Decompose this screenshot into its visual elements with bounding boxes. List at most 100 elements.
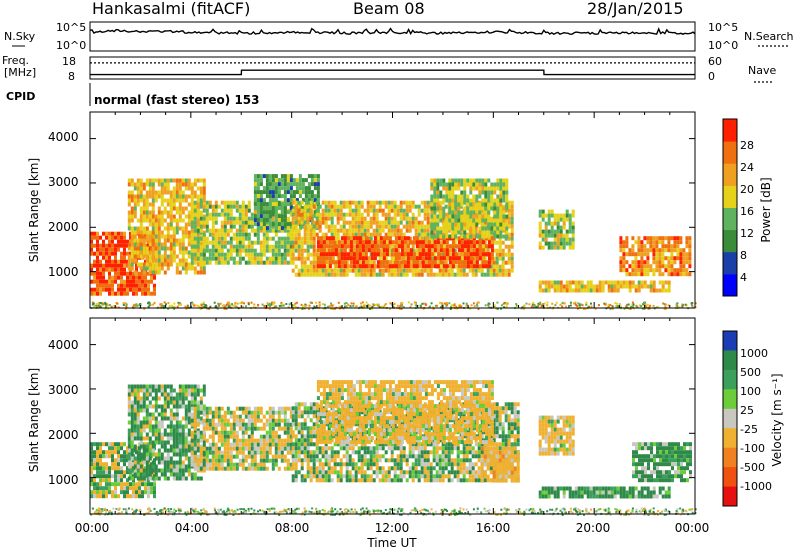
heatmap-cell [151, 198, 155, 203]
heatmap-cell [253, 202, 257, 207]
heatmap-cell [355, 240, 359, 245]
heatmap-cell [542, 303, 545, 306]
heatmap-cell [247, 244, 251, 249]
heatmap-cell [384, 212, 388, 217]
heatmap-cell [559, 241, 563, 246]
heatmap-cell [453, 272, 457, 277]
heatmap-cell [502, 302, 505, 305]
heatmap-cell [99, 494, 102, 499]
heatmap-cell [442, 210, 446, 215]
heatmap-cell [385, 236, 389, 241]
heatmap-cell [367, 256, 371, 261]
heatmap-cell [253, 206, 257, 211]
heatmap-cell [373, 256, 377, 261]
heatmap-cell [114, 442, 117, 447]
power-cb-tick-28: 28 [740, 139, 754, 152]
heatmap-cell [173, 307, 176, 310]
heatmap-cell [108, 490, 111, 495]
heatmap-cell [394, 244, 398, 249]
heatmap-cell [327, 200, 331, 205]
heatmap-cell [318, 216, 322, 221]
heatmap-cell [166, 186, 170, 191]
heatmap-cell [496, 226, 500, 231]
heatmap-cell [484, 230, 488, 235]
heatmap-cell [232, 236, 236, 241]
heatmap-cell [453, 302, 456, 305]
heatmap-cell [117, 482, 120, 487]
heatmap-cell [445, 222, 449, 227]
heatmap-cell [220, 212, 224, 217]
heatmap-cell [405, 272, 409, 277]
heatmap-cell [123, 442, 126, 447]
heatmap-cell [496, 222, 500, 227]
heatmap-cell [475, 194, 479, 199]
heatmap-cell [634, 272, 638, 277]
heatmap-cell [364, 256, 368, 261]
heatmap-cell [277, 222, 281, 227]
heatmap-cell [547, 284, 551, 289]
heatmap-cell [396, 272, 400, 277]
heatmap-cell [406, 256, 410, 261]
heatmap-cell [268, 260, 272, 265]
heatmap-cell [151, 186, 155, 191]
heatmap-cell [196, 204, 200, 209]
heatmap-cell [559, 288, 563, 293]
heatmap-cell [589, 288, 593, 293]
heatmap-cell [193, 250, 197, 255]
heatmap-cell [120, 263, 123, 268]
heatmap-cell [294, 236, 298, 241]
heatmap-cell [640, 268, 644, 273]
heatmap-cell [151, 258, 155, 263]
heatmap-cell [102, 267, 105, 272]
heatmap-cell [414, 232, 418, 237]
heatmap-cell [688, 256, 692, 261]
heatmap-cell [334, 260, 338, 265]
heatmap-cell [463, 206, 467, 211]
heatmap-cell [459, 272, 463, 277]
heatmap-cell [211, 204, 215, 209]
heatmap-cell [445, 304, 448, 307]
heatmap-cell [157, 428, 161, 433]
heatmap-cell [502, 226, 506, 231]
heatmap-cell [300, 268, 304, 273]
heatmap-cell [457, 230, 461, 235]
heatmap-cell [96, 247, 99, 252]
heatmap-cell [154, 178, 158, 183]
heatmap-cell [436, 230, 440, 235]
heatmap-cell [262, 214, 266, 219]
heatmap-cell [667, 288, 671, 293]
heatmap-cell [135, 490, 138, 495]
heatmap-cell [584, 307, 587, 310]
heatmap-cell [502, 186, 506, 191]
heatmap-cell [349, 236, 353, 241]
heatmap-cell [130, 194, 134, 199]
heatmap-cell [673, 260, 677, 265]
heatmap-cell [147, 301, 150, 304]
heatmap-cell [149, 302, 151, 305]
heatmap-cell [580, 288, 584, 293]
heatmap-cell [348, 268, 352, 273]
heatmap-cell [405, 224, 409, 229]
heatmap-cell [379, 240, 383, 245]
heatmap-cell [289, 302, 292, 305]
heatmap-cell [268, 228, 272, 233]
heatmap-cell [253, 248, 257, 253]
heatmap-cell [384, 268, 388, 273]
heatmap-cell [510, 268, 514, 273]
heatmap-cell [328, 305, 331, 308]
heatmap-cell [333, 204, 337, 209]
heatmap-cell [670, 248, 674, 253]
heatmap-cell [568, 280, 572, 285]
heatmap-cell [271, 248, 275, 253]
heatmap-cell [496, 198, 500, 203]
heatmap-cell [291, 200, 295, 205]
heatmap-cell [179, 303, 182, 306]
heatmap-cell [202, 302, 205, 305]
heatmap-cell [679, 272, 683, 277]
heatmap-cell [366, 236, 370, 241]
heatmap-cell [310, 198, 314, 203]
heatmap-cell [135, 494, 138, 499]
heatmap-cell [631, 252, 635, 257]
heatmap-cell [253, 198, 257, 203]
heatmap-cell [139, 254, 143, 259]
